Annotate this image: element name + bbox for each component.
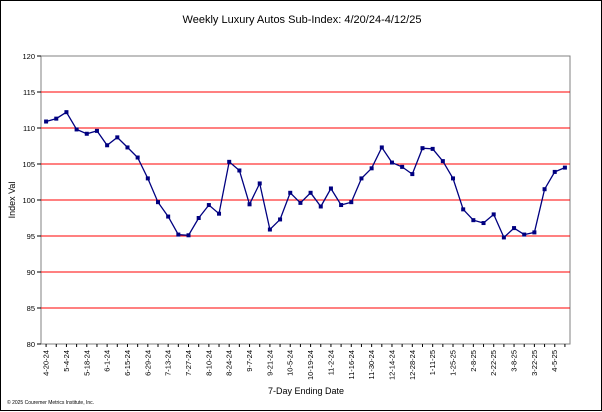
data-point <box>105 143 110 148</box>
copyright-note: © 2025 Couremer Metrics Institute, Inc. <box>7 399 94 406</box>
x-tick-label: 3-8-25 <box>510 350 519 372</box>
y-tick-label: 110 <box>23 124 35 133</box>
data-point <box>278 217 283 222</box>
x-tick-label: 4-5-25 <box>550 350 559 372</box>
data-point <box>451 176 456 181</box>
y-tick-label: 120 <box>22 52 35 61</box>
data-point <box>359 176 364 181</box>
data-point <box>257 181 262 186</box>
data-point <box>471 218 476 223</box>
x-tick-label: 3-22-25 <box>530 350 539 376</box>
y-tick-label: 95 <box>27 232 35 241</box>
data-point <box>135 155 140 160</box>
data-point <box>522 232 527 237</box>
data-point <box>94 128 99 133</box>
x-tick-label: 6-1-24 <box>103 350 112 372</box>
y-tick-label: 80 <box>27 340 35 349</box>
data-point <box>430 146 435 151</box>
data-point <box>440 159 445 164</box>
data-point <box>267 227 272 232</box>
data-point <box>562 165 567 170</box>
x-tick-label: 8-24-24 <box>225 350 234 376</box>
data-point <box>552 169 557 174</box>
data-point <box>420 146 425 151</box>
x-tick-label: 11-30-24 <box>367 350 376 379</box>
data-point <box>176 232 181 237</box>
data-point <box>379 145 384 150</box>
data-point <box>166 214 171 219</box>
y-tick-label: 105 <box>22 160 35 169</box>
data-point <box>410 172 415 177</box>
y-axis-label: Index Val <box>7 182 17 219</box>
data-point <box>491 212 496 217</box>
x-tick-label: 12-14-24 <box>387 350 396 380</box>
data-point <box>542 187 547 192</box>
y-axis-ticks: 80 85 90 95 100 105 110 115 120 <box>22 52 41 349</box>
y-tick-label: 90 <box>27 268 35 277</box>
x-tick-label: 7-27-24 <box>184 350 193 376</box>
data-point <box>115 135 120 140</box>
gridlines <box>41 91 570 309</box>
chart-title: Weekly Luxury Autos Sub-Index: 4/20/24-4… <box>183 14 422 26</box>
data-point <box>369 166 374 171</box>
data-point <box>461 207 466 212</box>
data-point <box>227 159 232 164</box>
x-tick-label: 12-28-24 <box>408 350 417 380</box>
data-point <box>389 160 394 165</box>
data-point <box>84 131 89 136</box>
data-point <box>74 127 79 132</box>
x-axis-label: 7-Day Ending Date <box>268 386 344 396</box>
data-point <box>328 186 333 191</box>
data-point <box>145 176 150 181</box>
x-tick-label: 1-11-25 <box>428 350 437 375</box>
data-point <box>339 203 344 208</box>
x-tick-label: 11-16-24 <box>347 350 356 379</box>
data-point <box>247 202 252 207</box>
data-point <box>400 164 405 169</box>
x-tick-label: 4-20-24 <box>42 350 51 376</box>
data-point <box>155 200 160 205</box>
series-group <box>44 110 567 240</box>
x-tick-label: 9-21-24 <box>265 350 274 376</box>
data-point <box>217 211 222 216</box>
x-tick-label: 8-10-24 <box>204 350 213 376</box>
y-tick-label: 115 <box>23 88 35 97</box>
data-point <box>288 190 293 195</box>
data-point <box>196 216 201 220</box>
x-tick-label: 10-5-24 <box>286 350 295 376</box>
data-point <box>186 233 191 238</box>
x-tick-label: 5-4-24 <box>62 350 71 372</box>
x-tick-label: 11-2-24 <box>326 350 335 375</box>
data-point <box>64 110 69 115</box>
data-point <box>237 168 242 173</box>
x-tick-label: 6-15-24 <box>123 350 132 376</box>
data-point <box>349 200 354 205</box>
y-tick-label: 85 <box>27 304 35 313</box>
series-line <box>45 111 566 239</box>
x-axis-ticks: 4-20-24 5-4-24 5-18-24 6-1-24 6-15-24 6-29-24… <box>42 344 566 380</box>
x-tick-label: 1-25-25 <box>449 350 458 376</box>
data-point <box>532 230 537 235</box>
x-tick-label: 10-19-24 <box>306 350 315 380</box>
x-tick-label: 2-22-25 <box>489 350 498 376</box>
x-tick-label: 2-8-25 <box>469 350 478 372</box>
y-tick-label: 100 <box>22 196 35 205</box>
data-point <box>501 235 506 240</box>
data-point <box>54 116 59 121</box>
x-tick-label: 7-13-24 <box>164 350 173 376</box>
data-point <box>125 145 130 150</box>
data-point <box>206 203 211 208</box>
data-point <box>318 204 323 209</box>
data-point <box>308 190 313 195</box>
x-tick-label: 9-7-24 <box>245 350 254 372</box>
x-tick-label: 6-29-24 <box>143 350 152 376</box>
data-point <box>44 119 49 124</box>
x-tick-label: 5-18-24 <box>82 350 91 376</box>
data-point <box>481 221 486 226</box>
data-point <box>298 200 303 205</box>
data-point <box>512 226 517 231</box>
